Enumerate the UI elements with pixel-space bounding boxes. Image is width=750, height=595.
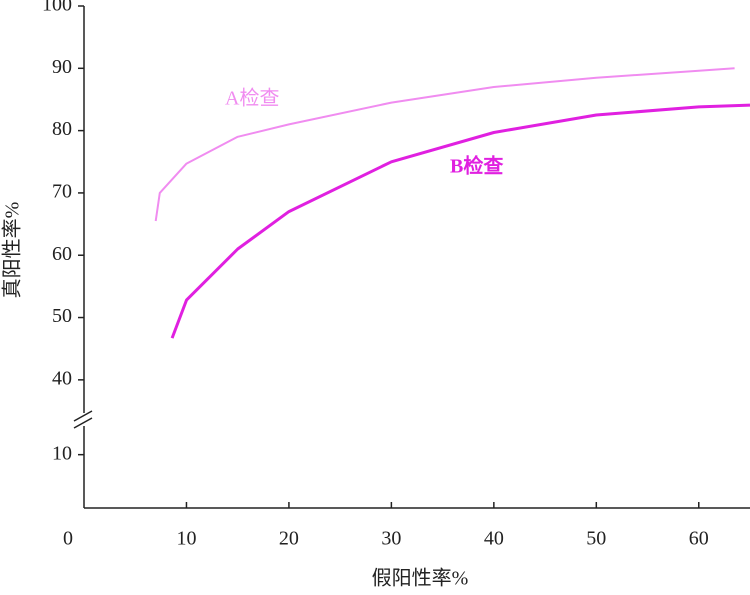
y-tick-label: 70 [52,181,72,203]
y-tick-label: 100 [42,0,72,16]
x-tick-label: 20 [279,528,299,550]
y-tick-label: 90 [52,56,72,78]
x-tick-label: 30 [381,528,401,550]
y-axis-label: 真阳性率% [1,202,24,299]
axis-break [73,410,93,429]
y-tick-label: 10 [52,442,72,464]
x-tick-label: 10 [176,528,196,550]
x-tick-label: 60 [689,528,709,550]
series-line [170,103,750,339]
series-label: A检查 [225,87,279,110]
y-tick-label: 50 [52,305,72,327]
series-line [154,67,735,222]
x-tick-label: 40 [484,528,504,550]
y-tick-label: 80 [52,118,72,140]
y-tick-label: 40 [52,367,72,389]
y-tick-label: 60 [52,243,72,265]
x-tick-label: 0 [63,528,73,550]
x-axis-label: 假阳性率% [372,567,469,590]
x-tick-label: 50 [586,528,606,550]
series-label: B检查 [450,154,503,178]
